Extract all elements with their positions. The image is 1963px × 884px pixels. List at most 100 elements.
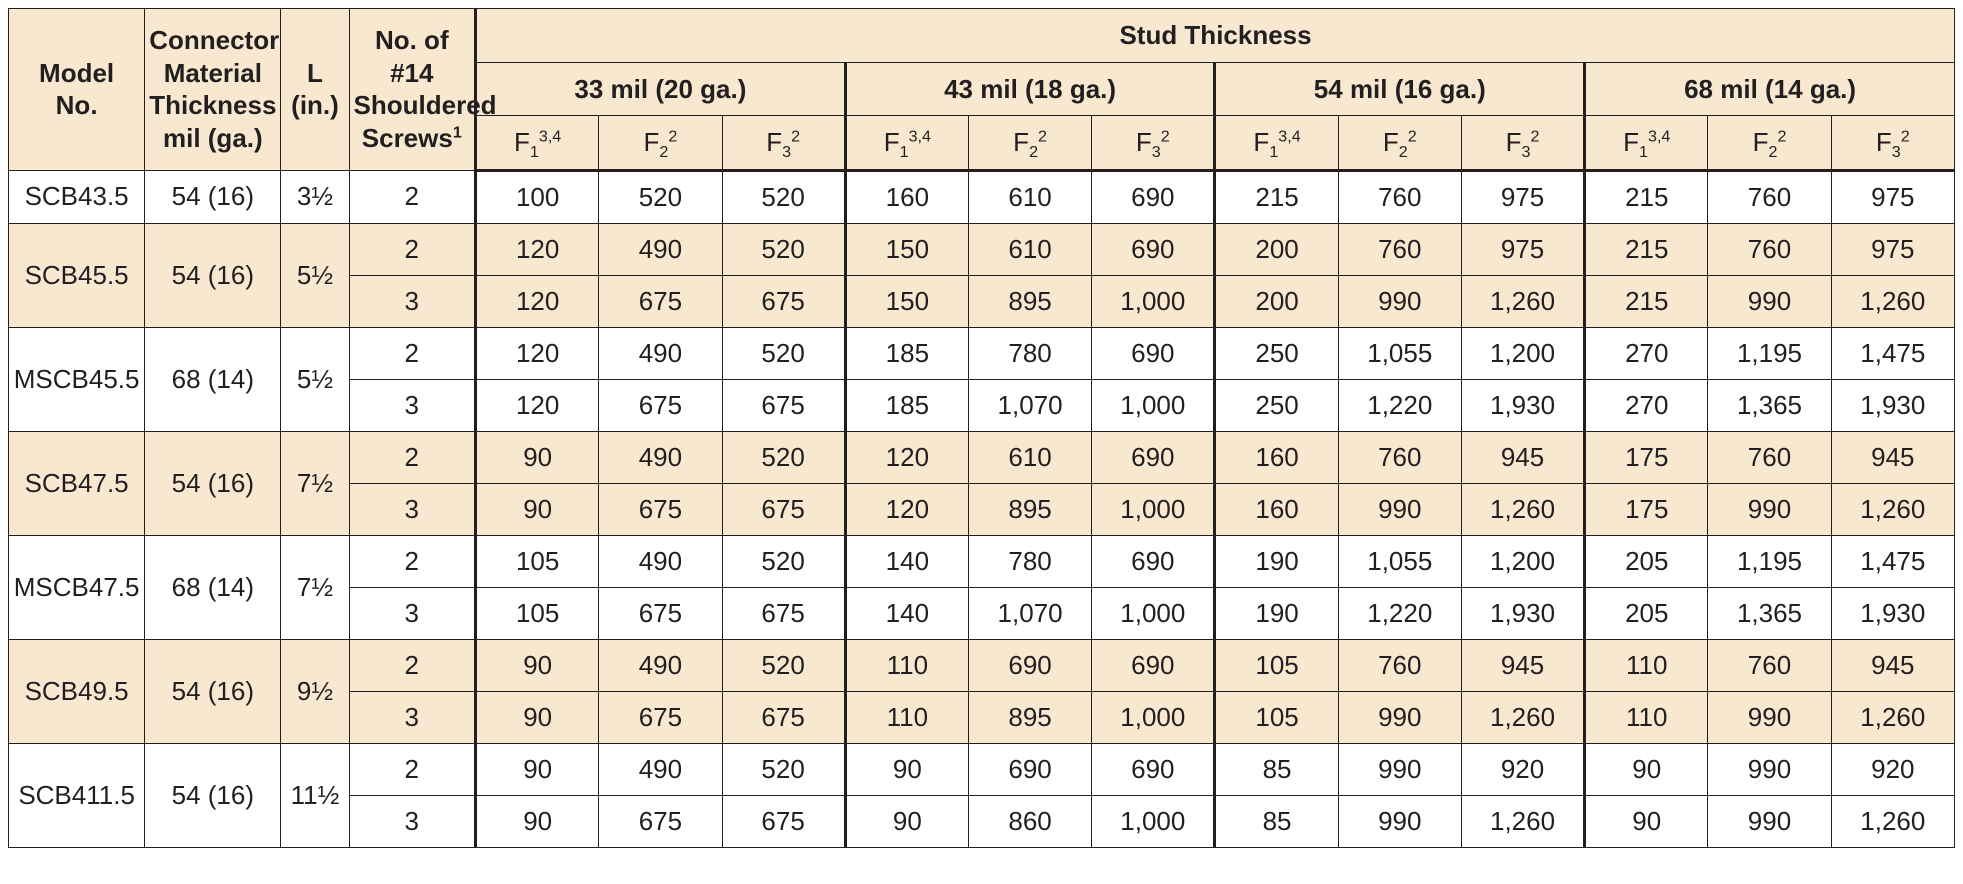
cell-value: 100 [476, 170, 599, 223]
cell-value: 1,195 [1708, 535, 1831, 587]
cell-value: 990 [1338, 275, 1461, 327]
cell-model: SCB43.5 [9, 170, 145, 223]
cell-screws: 2 [349, 170, 475, 223]
cell-value: 85 [1215, 795, 1338, 847]
cell-length: 9½ [281, 639, 349, 743]
cell-value: 250 [1215, 327, 1338, 379]
cell-screws: 3 [349, 587, 475, 639]
cell-value: 200 [1215, 223, 1338, 275]
cell-length: 7½ [281, 431, 349, 535]
cell-screws: 2 [349, 431, 475, 483]
cell-value: 760 [1338, 431, 1461, 483]
cell-value: 185 [845, 379, 968, 431]
col-header-subcol: F32 [1461, 116, 1584, 171]
cell-value: 90 [1585, 743, 1708, 795]
table-row: SCB411.554 (16)11½2904905209069069085990… [9, 743, 1955, 795]
cell-material: 68 (14) [145, 535, 281, 639]
cell-value: 105 [1215, 691, 1338, 743]
cell-value: 185 [845, 327, 968, 379]
table-row: SCB43.554 (16)3½210052052016061069021576… [9, 170, 1955, 223]
cell-screws: 2 [349, 639, 475, 691]
cell-value: 1,000 [1092, 795, 1215, 847]
cell-value: 90 [845, 743, 968, 795]
cell-material: 54 (16) [145, 223, 281, 327]
cell-value: 690 [1092, 327, 1215, 379]
cell-value: 1,000 [1092, 483, 1215, 535]
cell-value: 690 [1092, 170, 1215, 223]
cell-value: 990 [1708, 795, 1831, 847]
cell-length: 11½ [281, 743, 349, 847]
cell-screws: 3 [349, 795, 475, 847]
cell-material: 54 (16) [145, 431, 281, 535]
cell-value: 120 [845, 431, 968, 483]
cell-value: 150 [845, 275, 968, 327]
cell-value: 1,475 [1831, 535, 1954, 587]
cell-screws: 2 [349, 743, 475, 795]
cell-value: 690 [1092, 223, 1215, 275]
table-body: SCB43.554 (16)3½210052052016061069021576… [9, 170, 1955, 847]
cell-value: 975 [1461, 223, 1584, 275]
cell-value: 90 [476, 743, 599, 795]
cell-value: 215 [1215, 170, 1338, 223]
cell-value: 215 [1585, 170, 1708, 223]
cell-value: 490 [599, 639, 722, 691]
cell-value: 110 [1585, 639, 1708, 691]
cell-value: 160 [845, 170, 968, 223]
cell-value: 1,055 [1338, 327, 1461, 379]
cell-model: SCB47.5 [9, 431, 145, 535]
cell-value: 1,000 [1092, 587, 1215, 639]
cell-value: 1,000 [1092, 275, 1215, 327]
cell-length: 3½ [281, 170, 349, 223]
cell-value: 1,070 [968, 587, 1091, 639]
cell-value: 675 [722, 483, 845, 535]
cell-value: 1,000 [1092, 691, 1215, 743]
cell-value: 1,260 [1831, 275, 1954, 327]
cell-value: 520 [722, 170, 845, 223]
cell-value: 90 [476, 691, 599, 743]
cell-length: 5½ [281, 223, 349, 327]
cell-value: 990 [1338, 691, 1461, 743]
cell-value: 675 [722, 275, 845, 327]
cell-value: 190 [1215, 535, 1338, 587]
cell-value: 90 [845, 795, 968, 847]
cell-value: 1,930 [1461, 587, 1584, 639]
col-header-subcol: F32 [1092, 116, 1215, 171]
cell-value: 780 [968, 535, 1091, 587]
cell-model: MSCB45.5 [9, 327, 145, 431]
cell-value: 1,260 [1461, 483, 1584, 535]
table-header: ModelNo. ConnectorMaterialThicknessmil (… [9, 9, 1955, 171]
cell-value: 90 [1585, 795, 1708, 847]
cell-value: 990 [1708, 275, 1831, 327]
cell-value: 110 [845, 691, 968, 743]
cell-value: 920 [1831, 743, 1954, 795]
col-header-subcol: F13,4 [1585, 116, 1708, 171]
cell-value: 1,260 [1461, 691, 1584, 743]
cell-value: 1,055 [1338, 535, 1461, 587]
cell-screws: 3 [349, 691, 475, 743]
cell-value: 990 [1708, 743, 1831, 795]
cell-value: 1,195 [1708, 327, 1831, 379]
table-row: SCB45.554 (16)5½212049052015061069020076… [9, 223, 1955, 275]
cell-value: 1,260 [1831, 795, 1954, 847]
col-header-stud-thickness: Stud Thickness [476, 9, 1955, 63]
cell-value: 175 [1585, 431, 1708, 483]
col-header-material: ConnectorMaterialThicknessmil (ga.) [145, 9, 281, 171]
cell-value: 110 [1585, 691, 1708, 743]
cell-value: 1,260 [1461, 795, 1584, 847]
cell-value: 270 [1585, 327, 1708, 379]
cell-model: SCB45.5 [9, 223, 145, 327]
cell-value: 140 [845, 587, 968, 639]
cell-length: 7½ [281, 535, 349, 639]
cell-value: 105 [476, 587, 599, 639]
cell-value: 675 [599, 587, 722, 639]
cell-value: 120 [476, 223, 599, 275]
cell-value: 760 [1708, 170, 1831, 223]
cell-material: 54 (16) [145, 743, 281, 847]
cell-value: 175 [1585, 483, 1708, 535]
cell-value: 190 [1215, 587, 1338, 639]
cell-length: 5½ [281, 327, 349, 431]
cell-value: 490 [599, 431, 722, 483]
cell-value: 690 [1092, 431, 1215, 483]
cell-value: 990 [1338, 795, 1461, 847]
cell-value: 675 [599, 795, 722, 847]
